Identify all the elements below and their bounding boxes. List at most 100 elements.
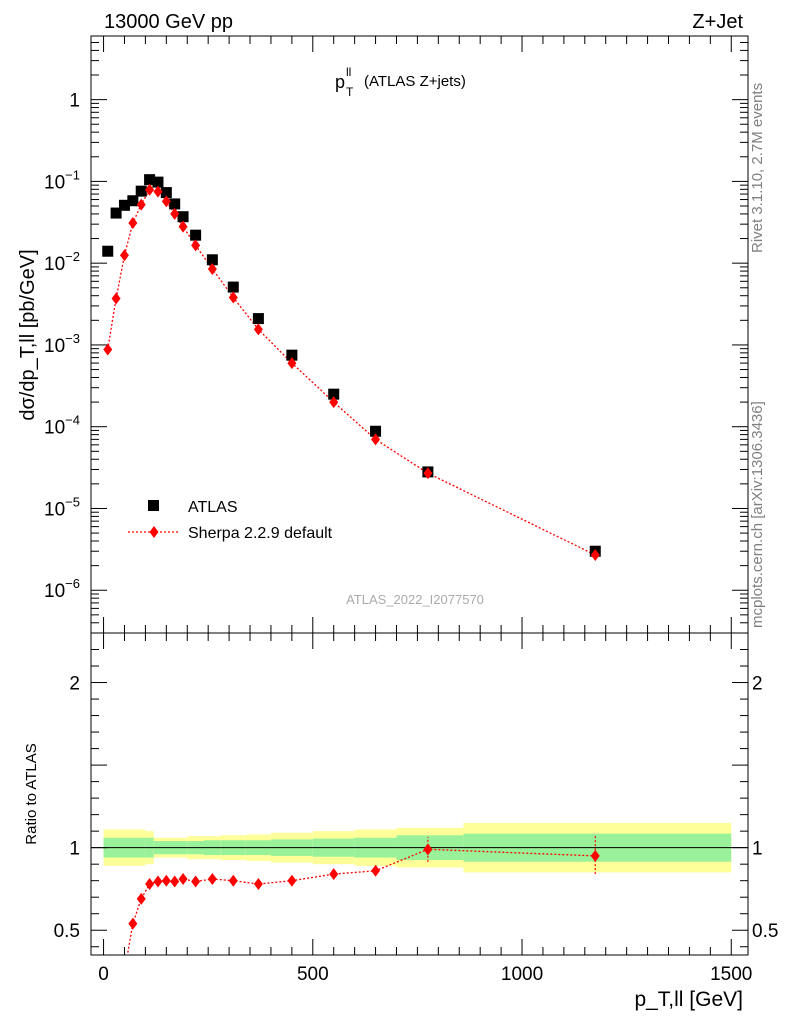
ratio-point [423,843,433,856]
sherpa-line [107,189,596,556]
main-x-axis [103,36,732,633]
header-left: 13000 GeV pp [104,11,233,33]
y-tick-label: 10−6 [44,576,80,602]
ratio-y-tick-label-right: 2 [752,674,763,695]
atlas-point [286,349,298,361]
atlas-point [169,198,181,210]
ratio-y-axis-label: Ratio to ATLAS [23,743,40,844]
sherpa-point [287,357,297,370]
main-plot: p llT(ATLAS Z+jets)10−610−510−410−310−210… [17,35,749,634]
atlas-point [110,207,122,219]
atlas-point [152,176,164,188]
y-tick-label: 10−5 [44,494,80,520]
x-tick-label: 500 [297,964,329,985]
atlas-point [328,388,340,400]
x-axis-label: p_T,ll [GeV] [634,988,743,1011]
sherpa-point [423,467,433,480]
ratio-point [287,874,297,887]
ratio-y-axis: 0.5 0.5 1 1 2 2 [54,649,778,948]
x-tick-label: 0 [98,964,109,985]
mcplots-label: mcplots.cern.ch [arXiv:1306.3436] [749,401,766,628]
plot-title: p ll T (ATLAS Z+jets) [335,65,466,99]
sherpa-point [111,292,121,305]
legend-atlas-marker [148,500,159,511]
plot-title-rest: (ATLAS Z+jets) [364,73,466,90]
y-tick-label: 10−1 [44,167,80,193]
sherpa-point [371,433,381,446]
x-tick-label: 1000 [501,964,543,985]
ratio-point [329,868,339,881]
legend-sherpa-marker [149,526,159,538]
main-frame [90,35,749,634]
ratio-point [590,849,600,862]
sherpa-point [590,548,600,561]
plot-title-main: p [335,72,345,92]
ratio-point [145,877,155,890]
ratio-plot: 0.5 0.5 1 1 2 2 0 500 1000 1500 Ratio to ATLAS p_T,… [23,632,778,1011]
plot-title-sup: ll [346,65,351,79]
atlas-point [252,313,264,325]
ratio-point [178,873,188,886]
sherpa-point [136,198,146,211]
atlas-point [127,195,139,207]
sherpa-point [153,185,163,198]
legend-atlas-label: ATLAS [188,499,238,516]
ratio-y-tick-label-left: 2 [69,674,80,695]
y-tick-label: 10−4 [44,413,80,439]
main-plot-area [102,174,601,561]
atlas-point [190,229,202,241]
sherpa-point [161,195,171,208]
atlas-point [227,281,239,293]
atlas-point [102,245,114,257]
ratio-point [371,864,381,877]
legend-sherpa-label: Sherpa 2.2.9 default [188,525,333,542]
sherpa-point [128,216,138,229]
ratio-point [170,875,180,888]
y-tick-label: 10−2 [44,249,80,275]
sherpa-point [253,323,263,336]
ratio-plot-area [91,822,748,955]
sherpa-point [207,262,217,275]
ratio-point [228,874,238,887]
atlas-point [118,199,130,211]
sherpa-point [119,249,129,262]
analysis-watermark: ATLAS_2022_I2077570 [346,592,484,607]
sherpa-point [145,183,155,196]
y-tick-label: 10−3 [44,331,80,357]
plot-title-sub: T [346,85,354,99]
ratio-y-tick-label-right: 1 [752,839,763,860]
atlas-point [160,187,172,199]
sherpa-point [191,239,201,252]
sherpa-point [228,291,238,304]
ratio-point [128,917,138,930]
atlas-point [135,185,147,197]
ratio-y-tick-label-left: 0.5 [54,921,80,942]
atlas-point [144,174,156,186]
y-tick-label: 1 [69,91,80,112]
ratio-point [136,892,146,905]
header-right: Z+Jet [692,11,743,33]
ratio-point [191,875,201,888]
x-tick-label: 1500 [710,964,752,985]
sherpa-point [170,207,180,220]
legend: ATLAS Sherpa 2.2.9 default [128,499,333,542]
ratio-line [126,848,596,955]
sherpa-point [329,396,339,409]
rivet-label: Rivet 3.1.10, 2.7M events [749,83,766,253]
atlas-point [206,254,218,266]
ratio-x-axis: 0 500 1000 1500 [98,633,752,985]
atlas-point [370,425,382,437]
ratio-y-tick-label-left: 1 [69,839,80,860]
ratio-frame [90,632,749,956]
main-y-axis-label: dσ/dp_T,ll [pb/GeV] [17,249,39,420]
ratio-point [207,873,217,886]
ratio-y-tick-label-right: 0.5 [752,921,778,942]
sherpa-point [178,220,188,233]
atlas-point [177,211,189,223]
ratio-point [153,875,163,888]
ratio-point [253,877,263,890]
main-y-axis: 10−6 10−5 10−4 10−3 10−2 10−1 1 [44,35,748,634]
ratio-point [161,874,171,887]
sherpa-point [103,343,113,356]
